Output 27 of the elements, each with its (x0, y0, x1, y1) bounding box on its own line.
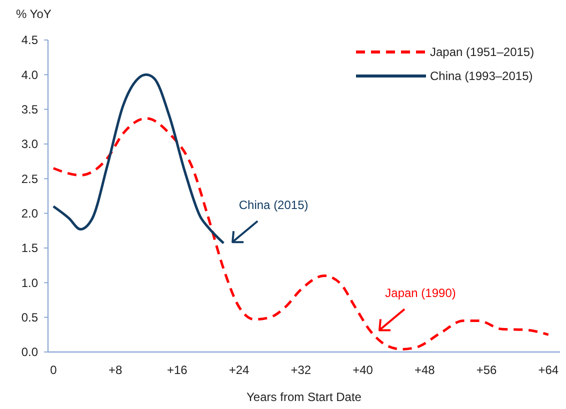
y-tick-label: 2.5 (21, 172, 38, 186)
y-tick-label: 1.5 (21, 241, 38, 256)
legend-label: Japan (1951–2015) (430, 45, 534, 60)
x-tick-label: +40 (352, 363, 374, 377)
y-axis-title: % YoY (16, 7, 52, 21)
y-tick-label: 0.5 (21, 310, 38, 325)
x-tick-label: +32 (290, 363, 312, 377)
annotation: China (2015) (238, 198, 308, 212)
y-tick-label: 1.0 (21, 276, 38, 290)
y-tick-label: 3.5 (21, 102, 38, 117)
legend-label: China (1993–2015) (430, 69, 533, 84)
y-tick-label: 4.5 (21, 33, 38, 48)
x-tick-label: +16 (166, 363, 188, 377)
x-tick-label: +56 (476, 363, 498, 377)
y-tick-label: 4.0 (21, 68, 38, 82)
line-series (52, 73, 225, 244)
y-tick-label: 2.0 (21, 206, 38, 221)
x-tick-label: +24 (228, 363, 250, 377)
x-tick-label: 0 (50, 363, 58, 377)
x-tick-label: +48 (414, 363, 436, 377)
x-tick-label: +8 (108, 363, 122, 377)
annotation: Japan (1990) (385, 286, 456, 300)
y-tick-label: 3.0 (21, 137, 38, 152)
line-series (52, 117, 550, 350)
x-axis-title: Years from Start Date (246, 390, 362, 404)
y-tick-label: 0.0 (21, 345, 38, 360)
x-tick-label: +64 (538, 363, 559, 377)
